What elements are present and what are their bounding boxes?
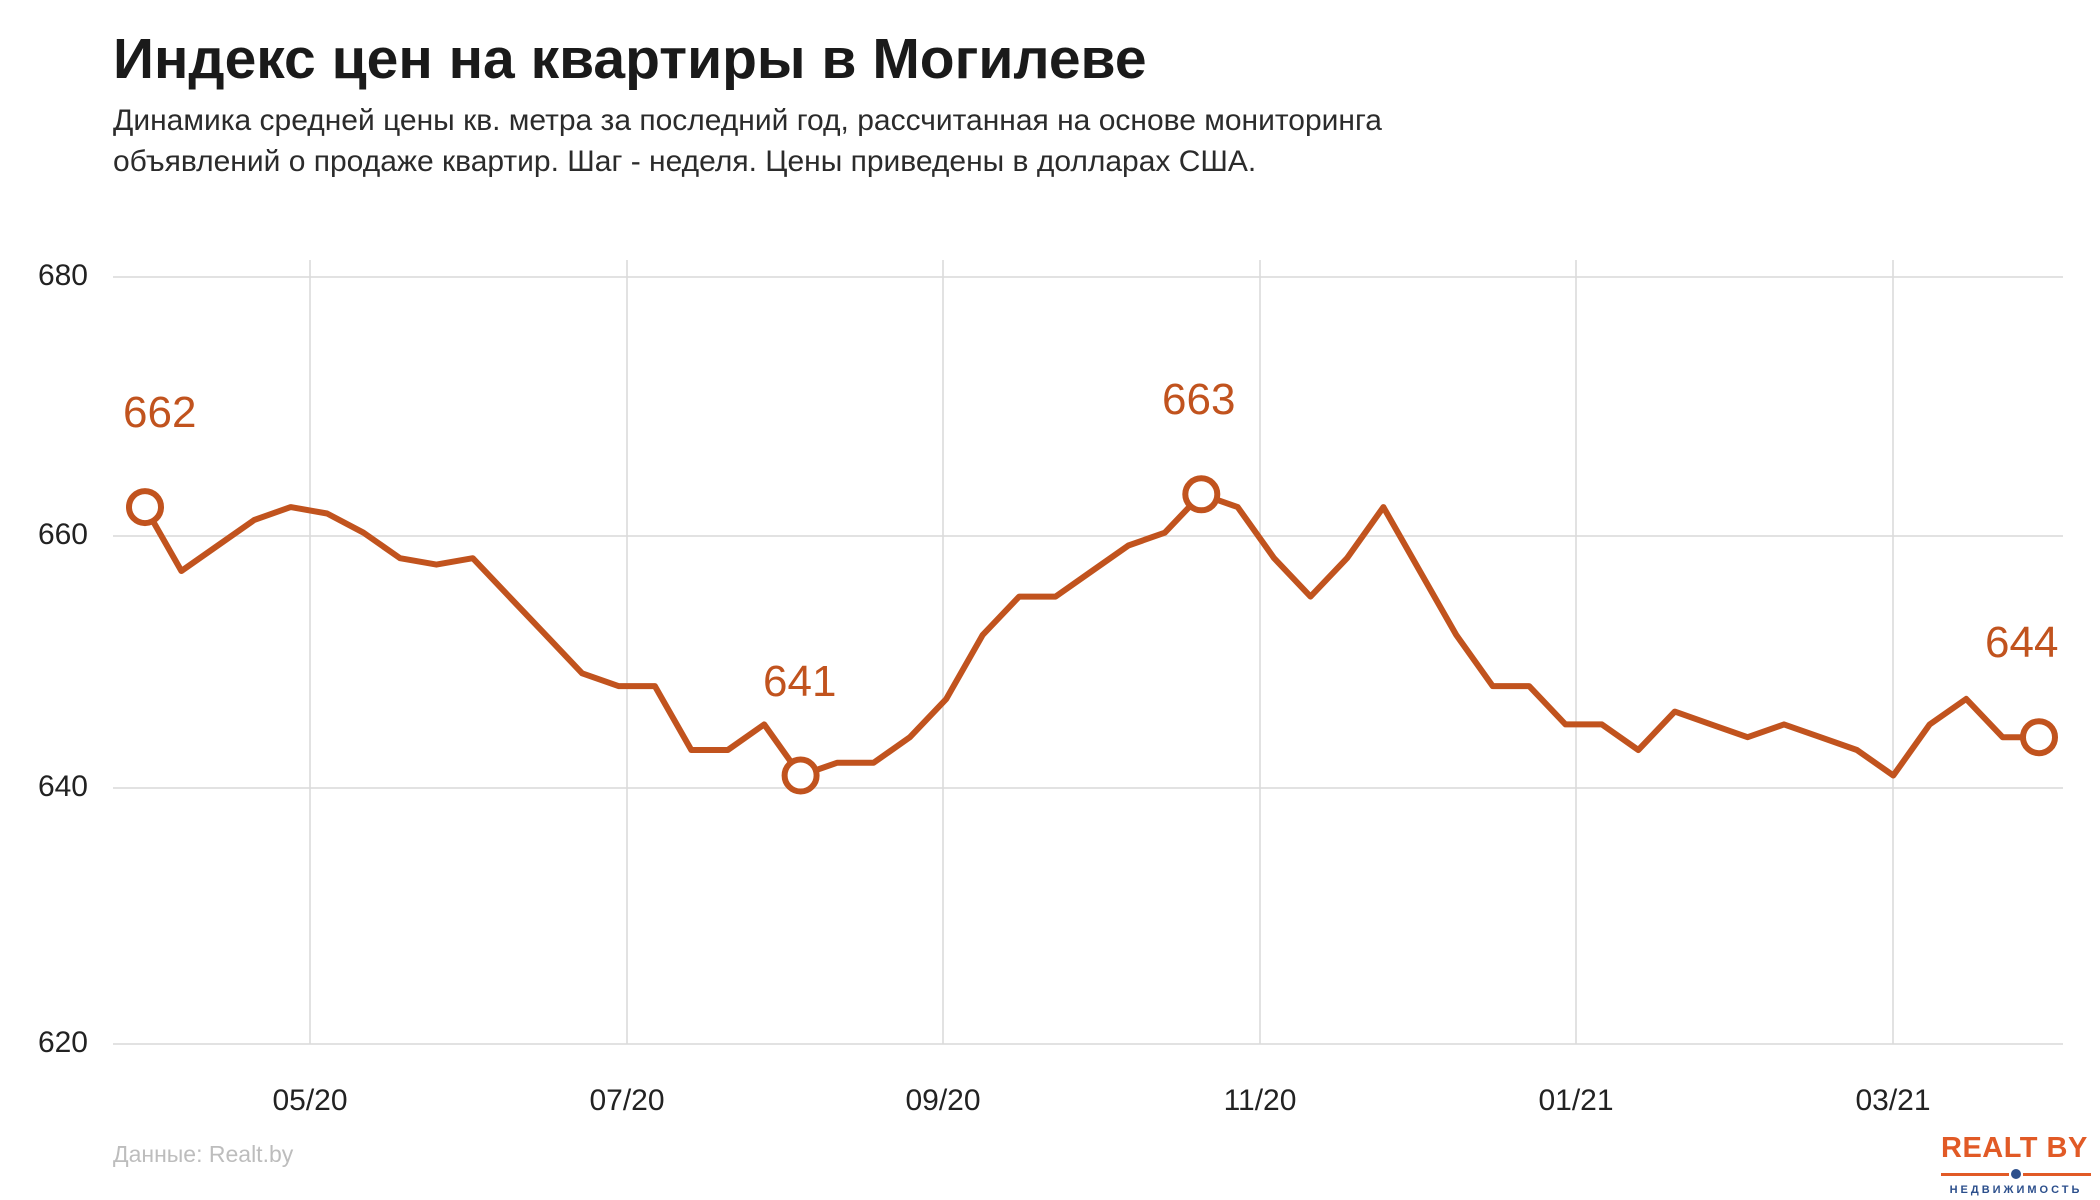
- svg-text:05/20: 05/20: [272, 1084, 347, 1117]
- svg-text:01/21: 01/21: [1538, 1084, 1613, 1117]
- svg-text:640: 640: [38, 770, 88, 803]
- svg-text:680: 680: [38, 259, 88, 292]
- svg-text:644: 644: [1985, 618, 2058, 667]
- svg-text:03/21: 03/21: [1855, 1084, 1930, 1117]
- svg-text:660: 660: [38, 518, 88, 551]
- svg-text:641: 641: [763, 657, 836, 706]
- svg-text:09/20: 09/20: [905, 1084, 980, 1117]
- svg-text:620: 620: [38, 1026, 88, 1059]
- svg-text:11/20: 11/20: [1224, 1084, 1297, 1117]
- svg-text:662: 662: [123, 388, 196, 437]
- svg-text:07/20: 07/20: [589, 1084, 664, 1117]
- svg-text:663: 663: [1162, 375, 1235, 424]
